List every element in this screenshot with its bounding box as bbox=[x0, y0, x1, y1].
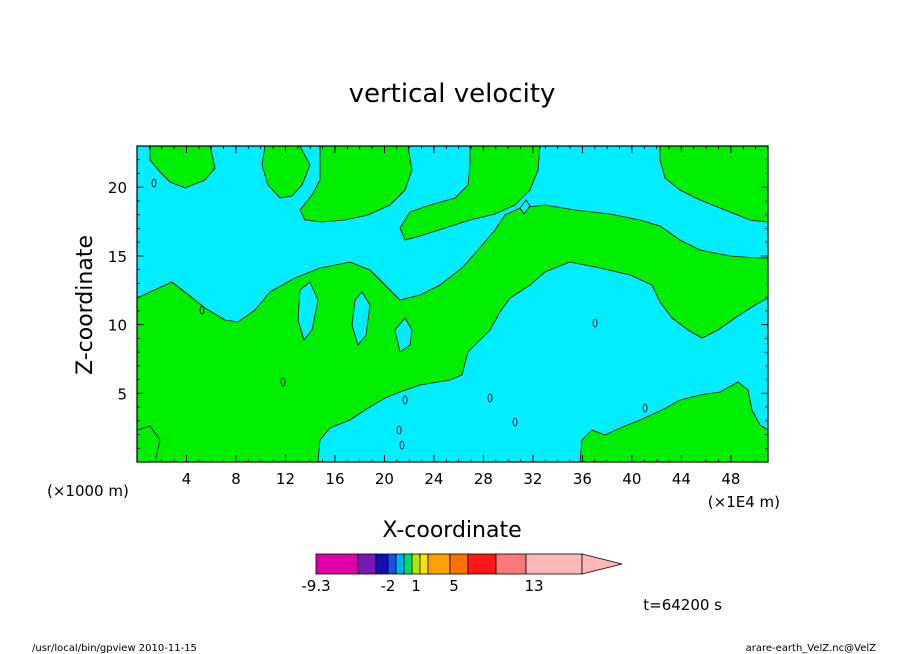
colorbar-segment bbox=[375, 553, 389, 575]
colorbar-tick-label: 1 bbox=[411, 577, 421, 595]
colorbar-segment bbox=[395, 553, 405, 575]
x-tick-label: 28 bbox=[474, 470, 493, 488]
green-contour-4 bbox=[399, 145, 541, 241]
x-tick-label: 24 bbox=[424, 470, 443, 488]
x-tick-label: 36 bbox=[573, 470, 592, 488]
colorbar bbox=[315, 553, 623, 575]
colorbar-arrow bbox=[581, 553, 623, 575]
x-tick-label: 12 bbox=[276, 470, 295, 488]
colorbar-segment bbox=[419, 553, 429, 575]
colorbar-tick-label: 5 bbox=[449, 577, 459, 595]
x-unit-right: (×1E4 m) bbox=[708, 493, 780, 511]
x-tick-label: 48 bbox=[721, 470, 740, 488]
cyan-pocket-2 bbox=[394, 317, 413, 353]
contour-speck-1 bbox=[592, 318, 598, 328]
colorbar-segment bbox=[357, 553, 377, 575]
x-axis-ticks: 4 8 12 16 20 24 28 32 36 40 44 48 bbox=[148, 146, 757, 488]
y-axis-label: Z-coordinate bbox=[73, 235, 98, 375]
green-region bbox=[136, 145, 769, 463]
y-tick-label: 5 bbox=[117, 385, 127, 403]
colorbar-labels: -9.3 -2 1 5 13 bbox=[301, 577, 543, 595]
green-contour-6 bbox=[579, 381, 769, 463]
y-axis-ticks: 5 10 15 20 bbox=[108, 159, 768, 449]
x-tick-label: 20 bbox=[375, 470, 394, 488]
cyan-pocket-1 bbox=[351, 291, 371, 346]
x-axis-label: X-coordinate bbox=[382, 518, 521, 543]
footer-left: /usr/local/bin/gpview 2010-11-15 bbox=[32, 643, 197, 654]
chart-title: vertical velocity bbox=[349, 79, 556, 109]
colorbar-segment bbox=[495, 553, 527, 575]
colorbar-tick-label: -2 bbox=[381, 577, 396, 595]
contour-speck-4 bbox=[402, 395, 408, 405]
time-label: t=64200 s bbox=[643, 596, 722, 614]
contour-speck-0 bbox=[280, 377, 286, 387]
x-tick-label: 40 bbox=[622, 470, 641, 488]
contour-speck-6 bbox=[399, 440, 405, 450]
colorbar-tick-label: -9.3 bbox=[301, 577, 330, 595]
plot-frame bbox=[136, 145, 769, 463]
green-contour-2 bbox=[261, 145, 311, 199]
contour-speck-8 bbox=[199, 305, 205, 315]
contour-speck-2 bbox=[512, 417, 518, 427]
x-tick-label: 8 bbox=[231, 470, 241, 488]
y-tick-label: 15 bbox=[108, 248, 127, 266]
colorbar-tick-label: 13 bbox=[524, 577, 543, 595]
contour-speck-7 bbox=[151, 178, 157, 188]
contour-speck-3 bbox=[487, 393, 493, 403]
footer-right: arare-earth_VelZ.nc@VelZ bbox=[746, 643, 877, 654]
x-tick-label: 44 bbox=[672, 470, 691, 488]
x-unit-left: (×1000 m) bbox=[47, 482, 129, 500]
colorbar-segment bbox=[525, 553, 583, 575]
colorbar-segment bbox=[467, 553, 497, 575]
y-tick-label: 20 bbox=[108, 179, 127, 197]
colorbar-segment bbox=[403, 553, 413, 575]
colorbar-segment bbox=[387, 553, 397, 575]
x-tick-label: 16 bbox=[325, 470, 344, 488]
green-contour-1 bbox=[149, 145, 216, 189]
x-tick-label: 32 bbox=[523, 470, 542, 488]
colorbar-segment bbox=[411, 553, 421, 575]
y-tick-label: 10 bbox=[108, 317, 127, 335]
colorbar-segment bbox=[315, 553, 359, 575]
colorbar-segment bbox=[449, 553, 469, 575]
contour-speck-5 bbox=[396, 425, 402, 435]
cyan-pocket-0 bbox=[297, 281, 319, 341]
x-tick-label: 4 bbox=[182, 470, 192, 488]
green-contour-3 bbox=[299, 145, 413, 223]
plot-area bbox=[136, 145, 769, 463]
colorbar-segment bbox=[427, 553, 451, 575]
contour-speck-9 bbox=[642, 403, 648, 413]
cyan-pocket-3 bbox=[519, 199, 531, 215]
